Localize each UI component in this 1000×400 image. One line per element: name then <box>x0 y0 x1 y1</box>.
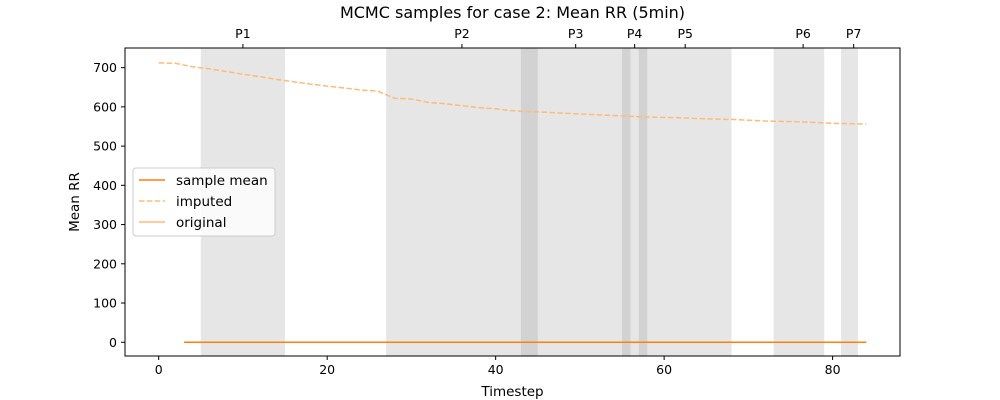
phase-label: P6 <box>795 26 811 41</box>
x-tick-label: 40 <box>488 362 504 377</box>
y-tick-label: 100 <box>93 296 117 311</box>
y-tick-label: 500 <box>93 139 117 154</box>
legend-label: sample mean <box>176 173 268 189</box>
y-tick-label: 200 <box>93 256 117 271</box>
phase-band-p3 <box>520 48 631 356</box>
phase-axis: P1 P2 P3 P4 P5 P6 P7 <box>235 26 861 48</box>
phase-label: P3 <box>568 26 584 41</box>
phase-band-p6 <box>773 48 825 356</box>
y-tick-label: 0 <box>109 335 117 350</box>
phase-band-p4 <box>622 48 648 356</box>
legend: sample mean imputed original <box>132 167 276 237</box>
phase-label: P5 <box>677 26 693 41</box>
x-tick-label: 20 <box>319 362 335 377</box>
phase-label: P2 <box>454 26 470 41</box>
phase-label: P7 <box>846 26 862 41</box>
y-tick-label: 400 <box>93 178 117 193</box>
y-tick-label: 300 <box>93 217 117 232</box>
legend-box <box>132 167 276 237</box>
x-tick-label: 0 <box>155 362 163 377</box>
chart-title: MCMC samples for case 2: Mean RR (5min) <box>340 3 685 22</box>
y-axis-label: Mean RR <box>67 172 83 232</box>
legend-label: original <box>176 215 226 231</box>
phase-band-p7 <box>841 48 858 356</box>
y-axis: 0 100 200 300 400 500 600 700 <box>93 60 125 350</box>
y-tick-label: 700 <box>93 60 117 75</box>
legend-label: imputed <box>176 194 232 210</box>
x-axis: 0 20 40 60 80 <box>155 356 841 377</box>
phase-band-p2 <box>386 48 538 356</box>
y-tick-label: 600 <box>93 99 117 114</box>
phase-label: P4 <box>627 26 643 41</box>
x-tick-label: 60 <box>656 362 672 377</box>
plot-frame <box>124 47 901 357</box>
x-axis-label: Timestep <box>480 384 543 400</box>
series-layer <box>158 62 867 344</box>
phase-band-p5 <box>638 48 732 356</box>
phase-label: P1 <box>235 26 251 41</box>
phase-bands <box>200 48 858 356</box>
x-tick-label: 80 <box>825 362 841 377</box>
series-line-imputed <box>158 62 867 125</box>
